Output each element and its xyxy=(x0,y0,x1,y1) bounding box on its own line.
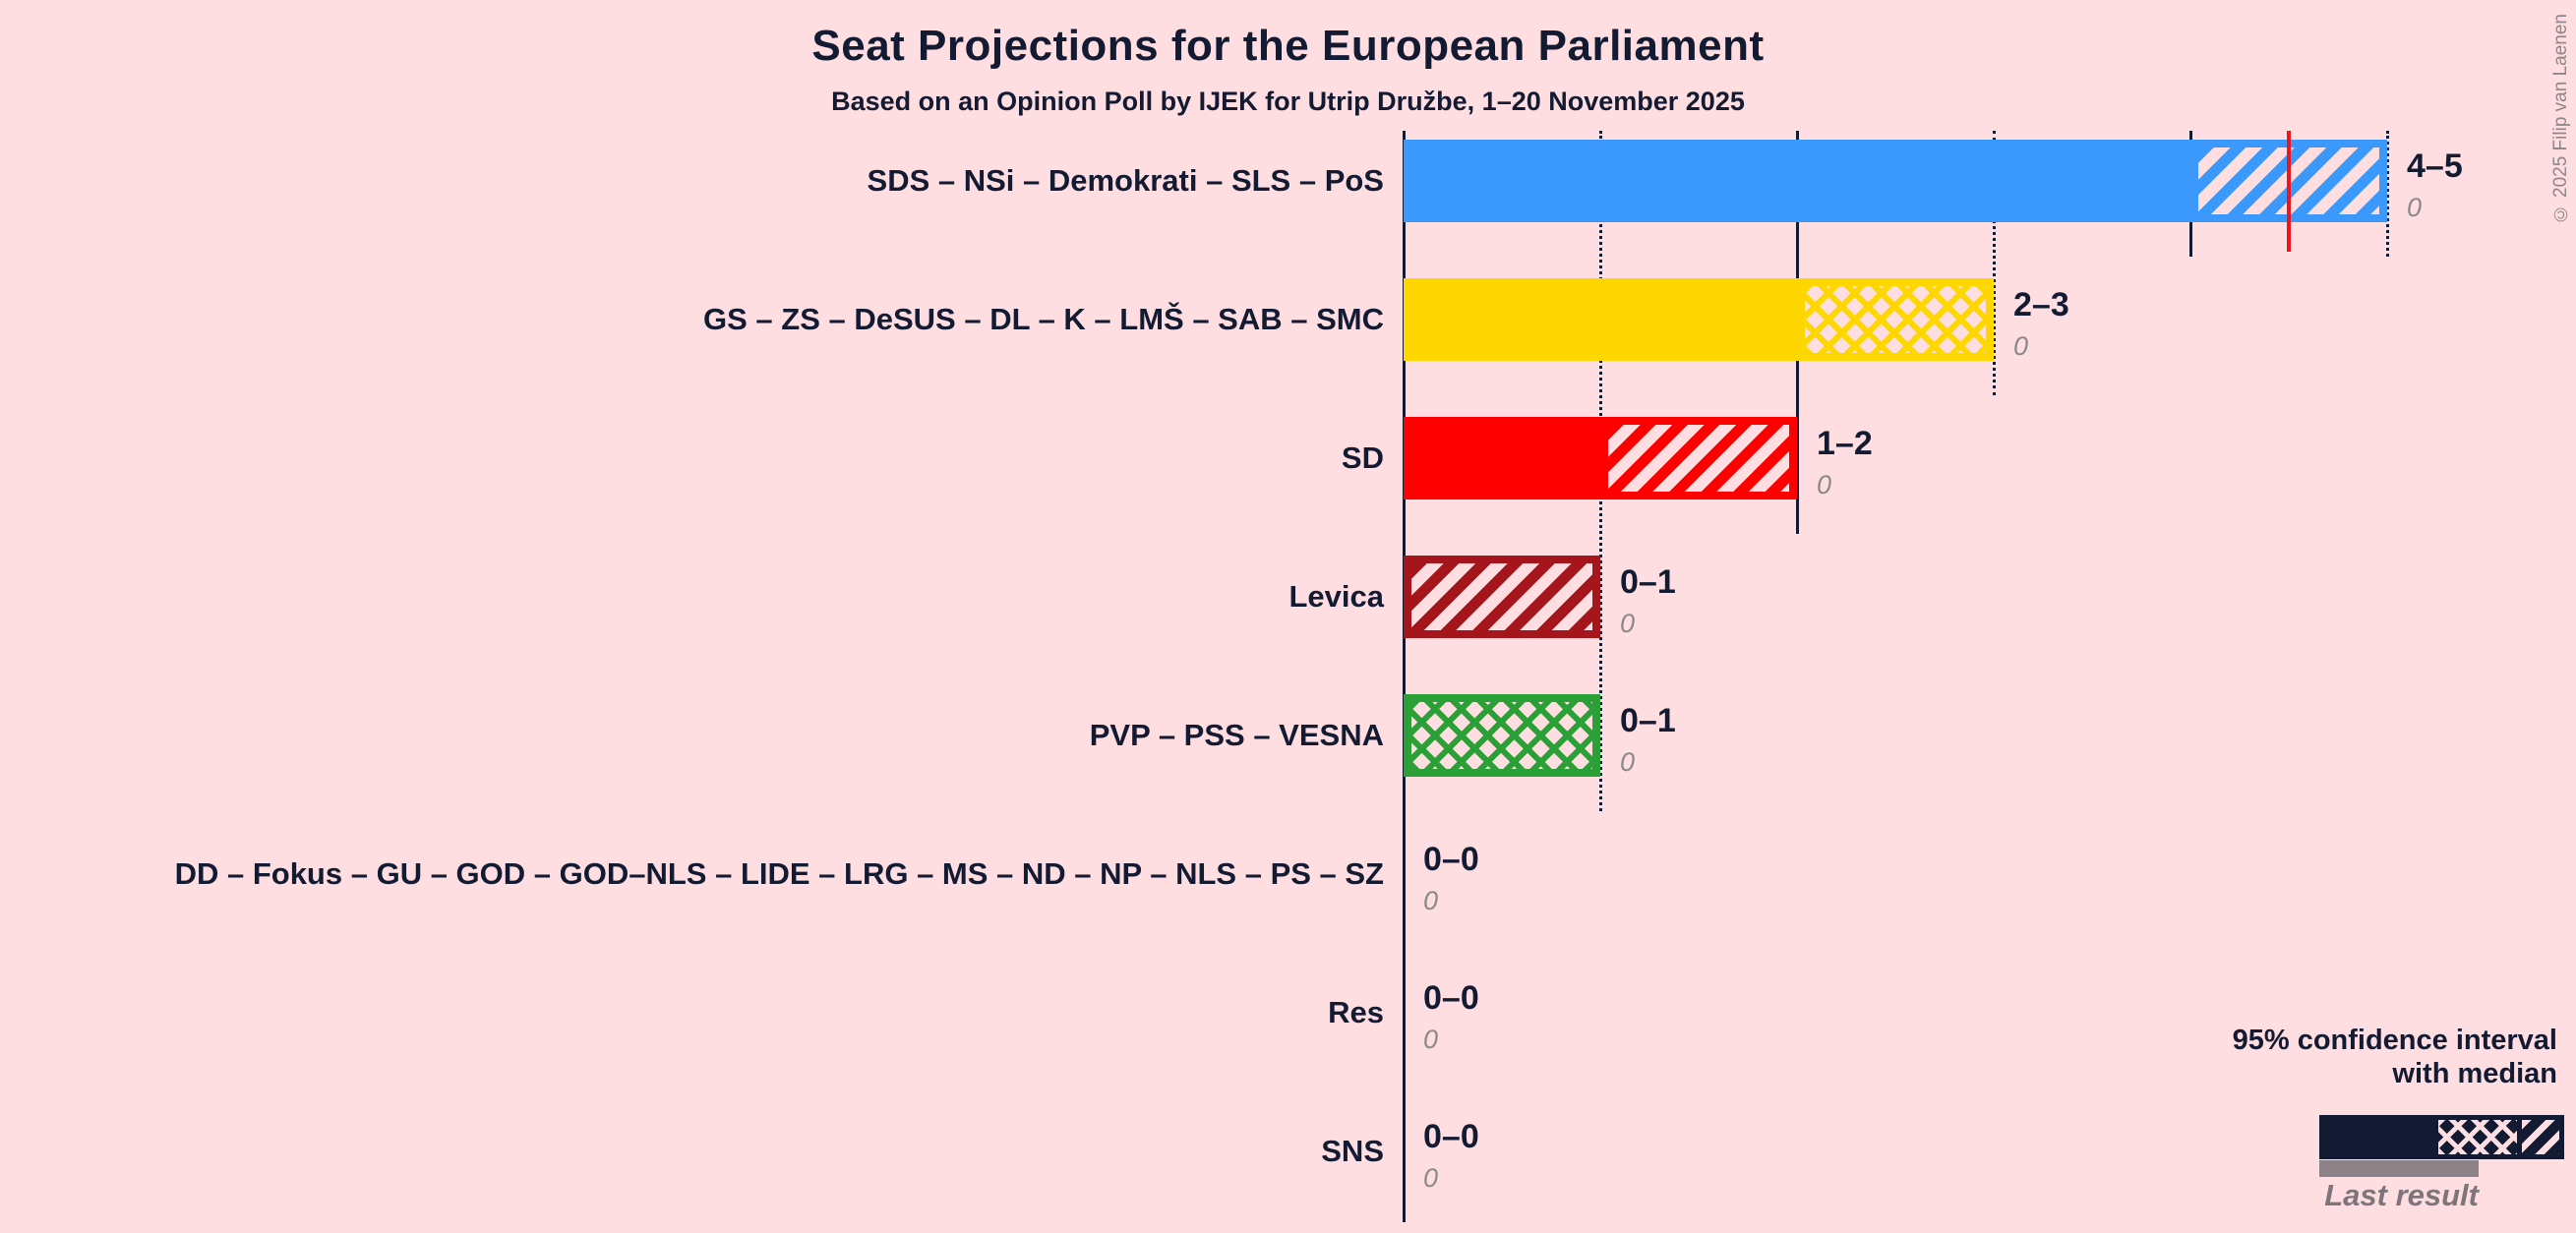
row-label: GS – ZS – DeSUS – DL – K – LMŠ – SAB – S… xyxy=(703,302,1384,336)
gridline-seat-5 xyxy=(2386,131,2389,257)
last-result-value: 0 xyxy=(1620,747,1636,777)
last-result-value: 0 xyxy=(1620,609,1636,638)
row-label: PVP – PSS – VESNA xyxy=(1089,718,1384,752)
row-label: DD – Fokus – GU – GOD – GOD–NLS – LIDE –… xyxy=(174,856,1384,891)
legend-title-line2: with median xyxy=(2392,1058,2557,1089)
ci-value-label: 0–0 xyxy=(1423,979,1479,1017)
median-line xyxy=(2287,131,2291,252)
ci-value-label: 1–2 xyxy=(1817,425,1873,462)
legend-solid-section xyxy=(2324,1120,2438,1154)
last-result-value: 0 xyxy=(1817,470,1832,499)
ci-value-label: 0–1 xyxy=(1620,702,1676,739)
bar-solid-segment xyxy=(1404,140,2190,222)
bar-hatch-segment xyxy=(1797,278,1994,361)
bar-solid-segment xyxy=(1404,417,1600,499)
ci-value-label: 4–5 xyxy=(2407,147,2463,185)
row-label: Res xyxy=(1328,995,1384,1029)
last-result-value: 0 xyxy=(2407,193,2423,222)
bar-hatch-segment xyxy=(1404,694,1600,777)
y-axis-zero-line xyxy=(1403,131,1406,1222)
last-result-value: 0 xyxy=(1423,1163,1439,1193)
legend-last-result-label: Last result xyxy=(2324,1178,2479,1212)
row-label: Levica xyxy=(1288,579,1384,614)
last-result-value: 0 xyxy=(2013,331,2029,361)
legend-diagonal-section xyxy=(2517,1120,2559,1154)
legend-last-result-bar xyxy=(2319,1160,2479,1177)
ci-value-label: 0–0 xyxy=(1423,841,1479,878)
bar-hatch-segment xyxy=(1404,556,1600,638)
bar-solid-segment xyxy=(1404,278,1797,361)
page-subtitle: Based on an Opinion Poll by IJEK for Utr… xyxy=(831,87,1745,116)
last-result-value: 0 xyxy=(1423,886,1439,915)
ci-value-label: 0–1 xyxy=(1620,563,1676,601)
legend-crosshatch-section xyxy=(2438,1120,2517,1154)
ci-value-label: 0–0 xyxy=(1423,1118,1479,1155)
row-label: SDS – NSi – Demokrati – SLS – PoS xyxy=(867,163,1384,198)
ci-value-label: 2–3 xyxy=(2013,286,2069,323)
gridline-seat-3 xyxy=(1993,131,1996,395)
row-label: SD xyxy=(1341,440,1384,475)
legend-confidence-interval-bar xyxy=(2319,1115,2564,1159)
copyright-notice: © 2025 Filip van Laenen xyxy=(2550,14,2571,224)
bar-hatch-segment xyxy=(1600,417,1797,499)
last-result-value: 0 xyxy=(1423,1025,1439,1054)
legend-title-line1: 95% confidence interval xyxy=(2232,1025,2557,1056)
row-label: SNS xyxy=(1321,1134,1384,1168)
page-title: Seat Projections for the European Parlia… xyxy=(811,22,1765,70)
